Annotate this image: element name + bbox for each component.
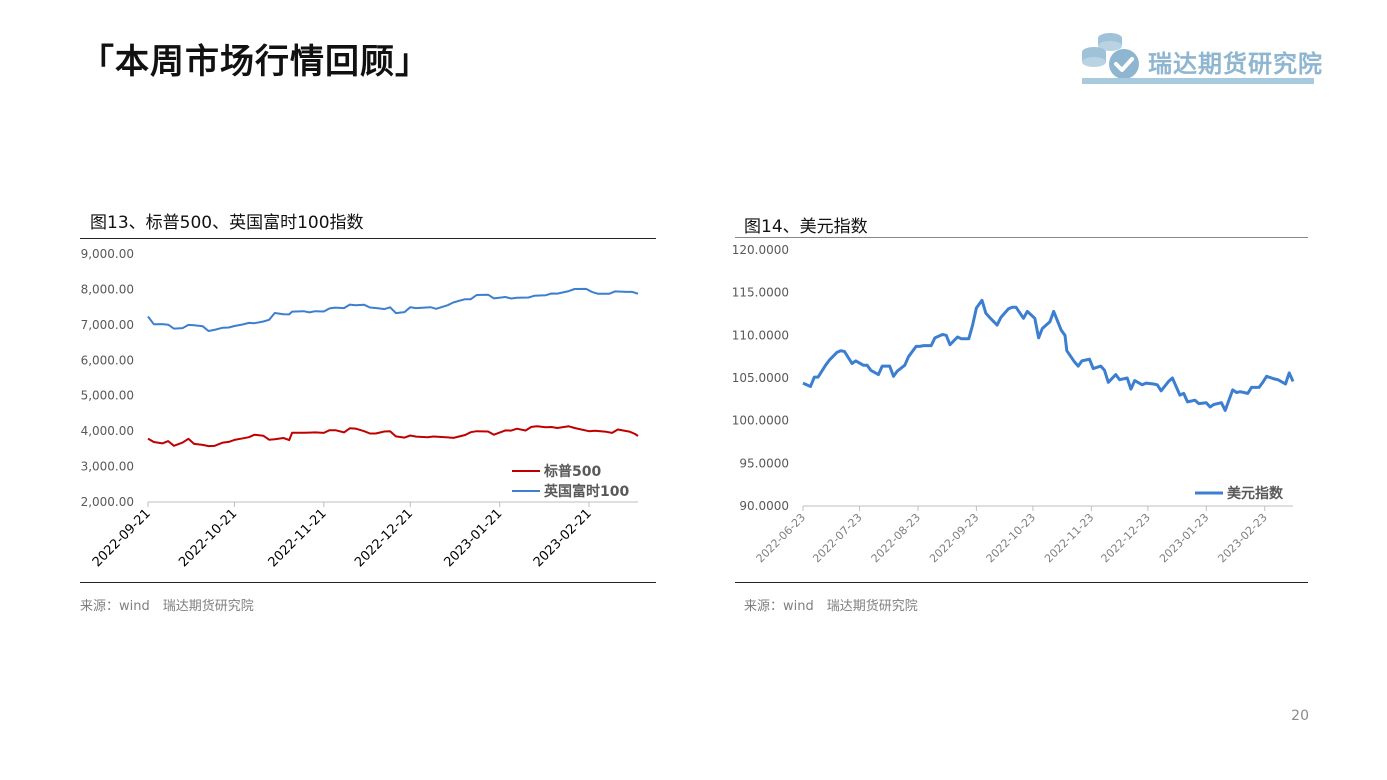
x-tick-label: 2022-06-23 bbox=[754, 511, 808, 565]
company-logo: 瑞达期货研究院 bbox=[1076, 28, 1322, 88]
x-tick-label: 2022-10-23 bbox=[984, 511, 1038, 565]
y-tick-label: 95.0000 bbox=[739, 456, 789, 470]
chart13-bottom-rule bbox=[80, 582, 656, 583]
y-tick-label: 105.0000 bbox=[732, 371, 789, 385]
chart14-title: 图14、美元指数 bbox=[744, 217, 868, 237]
y-tick-label: 120.0000 bbox=[732, 243, 789, 257]
x-tick-label: 2023-01-21 bbox=[441, 506, 505, 570]
legend-label: 英国富时100 bbox=[543, 483, 629, 500]
legend-label: 标普500 bbox=[543, 463, 601, 480]
x-tick-label: 2022-11-21 bbox=[266, 506, 330, 570]
series-line bbox=[147, 287, 639, 332]
y-tick-label: 6,000.00 bbox=[81, 353, 134, 367]
x-tick-label: 2022-12-23 bbox=[1099, 511, 1153, 565]
logo-text: 瑞达期货研究院 bbox=[1148, 50, 1323, 78]
y-tick-label: 90.0000 bbox=[739, 499, 789, 513]
page-number: 20 bbox=[1291, 708, 1309, 724]
chart14-bottom-rule bbox=[735, 582, 1308, 583]
x-tick-label: 2022-07-23 bbox=[810, 511, 864, 565]
x-tick-label: 2023-01-23 bbox=[1157, 511, 1211, 565]
y-tick-label: 8,000.00 bbox=[81, 282, 134, 296]
x-tick-label: 2023-02-21 bbox=[531, 506, 595, 570]
logo-underline bbox=[1082, 78, 1314, 84]
y-tick-label: 3,000.00 bbox=[81, 460, 134, 474]
series-line bbox=[802, 298, 1295, 412]
y-tick-label: 115.0000 bbox=[732, 286, 789, 300]
series-line bbox=[147, 425, 639, 448]
chart13-svg: 9,000.00 8,000.00 7,000.00 6,000.00 5,000.00… bbox=[81, 247, 639, 570]
x-tick-label: 2022-11-23 bbox=[1042, 511, 1096, 565]
y-tick-label: 110.0000 bbox=[732, 328, 789, 342]
chart14-source: 来源：wind 瑞达期货研究院 bbox=[744, 599, 918, 614]
x-tick-label: 2023-02-23 bbox=[1215, 511, 1269, 565]
x-tick-label: 2022-08-23 bbox=[869, 511, 923, 565]
chart14-top-rule bbox=[735, 237, 1308, 238]
chart14-svg: 120.0000 115.0000 110.0000 105.0000 100.0000… bbox=[732, 243, 1295, 565]
y-tick-label: 9,000.00 bbox=[81, 247, 134, 261]
coins-check-icon bbox=[1082, 33, 1139, 79]
chart13-title: 图13、标普500、英国富时100指数 bbox=[90, 213, 364, 233]
y-tick-label: 5,000.00 bbox=[81, 389, 134, 403]
chart13-top-rule bbox=[80, 238, 656, 239]
x-tick-label: 2022-10-21 bbox=[176, 506, 240, 570]
y-tick-label: 2,000.00 bbox=[81, 495, 134, 509]
x-tick-label: 2022-09-23 bbox=[927, 511, 981, 565]
y-tick-label: 100.0000 bbox=[732, 414, 789, 428]
legend-label: 美元指数 bbox=[1227, 485, 1284, 502]
page-title: 「本周市场行情回顾」 bbox=[80, 42, 430, 82]
chart13-source: 来源：wind 瑞达期货研究院 bbox=[80, 599, 254, 614]
y-tick-label: 4,000.00 bbox=[81, 424, 134, 438]
y-tick-label: 7,000.00 bbox=[81, 318, 134, 332]
x-tick-label: 2022-12-21 bbox=[352, 506, 416, 570]
x-tick-label: 2022-09-21 bbox=[90, 506, 154, 570]
